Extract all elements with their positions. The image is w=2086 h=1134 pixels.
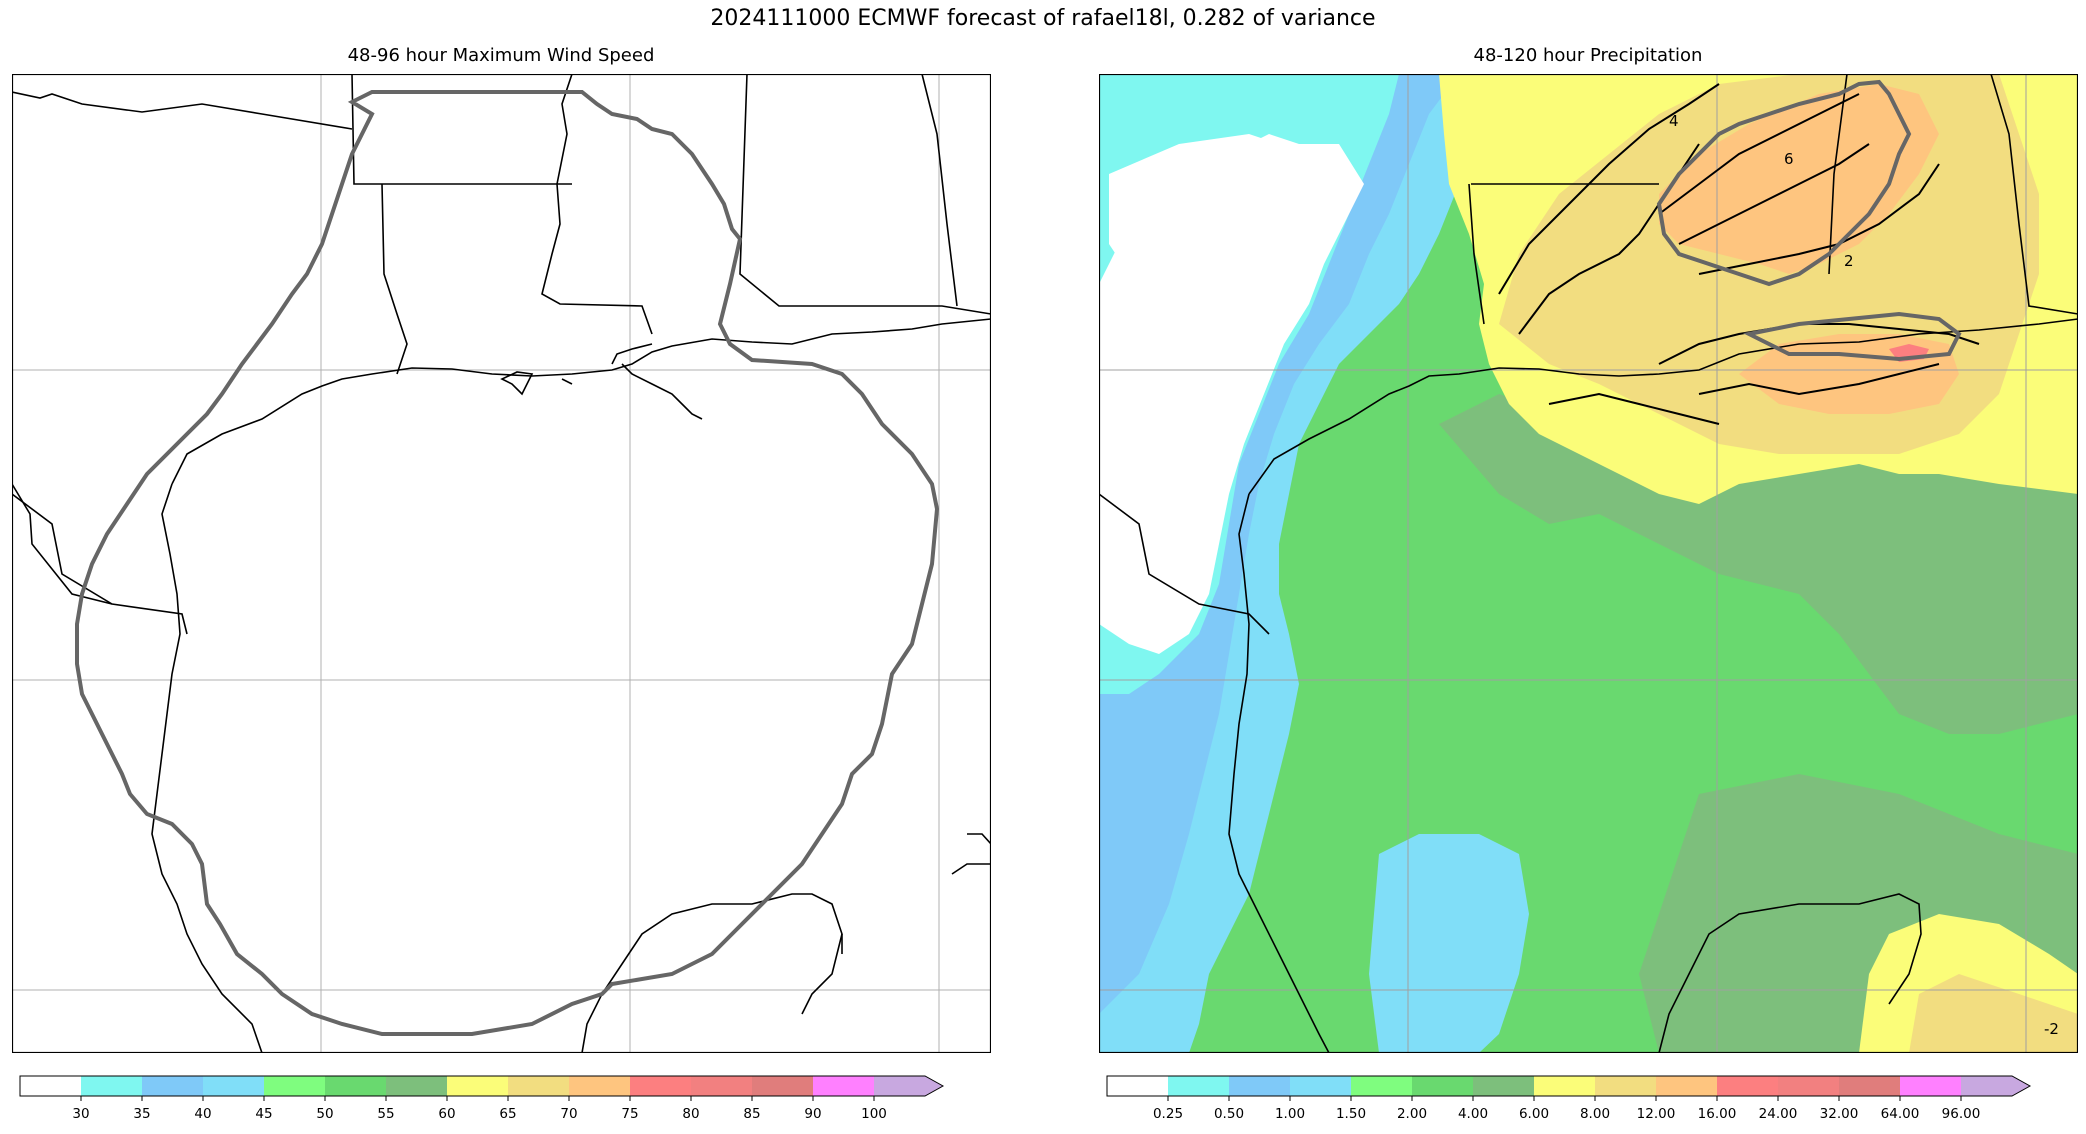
- right-panel-title: 48-120 hour Precipitation: [1473, 45, 1703, 66]
- contour-label-2: 2: [1844, 252, 1854, 270]
- wind-colorbar-tick-label: 85: [743, 1106, 760, 1122]
- precip-band-8-12-lower: [1909, 974, 2078, 1053]
- wind-colorbar-segments: [19, 1075, 945, 1097]
- wind-colorbar-segment: [691, 1076, 752, 1096]
- precip-highlight-contour-south: [1742, 311, 1962, 362]
- wind-colorbar-tick-label: 70: [560, 1106, 577, 1122]
- precip-highlight-contour: [1656, 79, 1912, 287]
- precip-colorbar-tick-label: 6.00: [1519, 1106, 1549, 1122]
- precip-white-upper: [1109, 134, 1329, 284]
- precip-colorbar-segment: [1412, 1076, 1473, 1096]
- precip-colorbar-segment: [1595, 1076, 1656, 1096]
- precip-colorbar-tick-label: 1.50: [1336, 1106, 1366, 1122]
- wind-speed-contour: [75, 90, 940, 1036]
- precip-colorbar-segment: [1351, 1076, 1412, 1096]
- wind-colorbar-tick-label: 65: [499, 1106, 516, 1122]
- wind-colorbar-segment: [813, 1076, 874, 1096]
- contour-label-6: 6: [1784, 150, 1794, 168]
- precip-colorbar-segment: [1839, 1076, 1900, 1096]
- precip-colorbar-segment: [1229, 1076, 1290, 1096]
- precip-colorbar-outline: [1106, 1075, 2032, 1097]
- precip-colorbar-tick-label: 2.00: [1397, 1106, 1427, 1122]
- precip-colorbar-tick-label: 64.00: [1881, 1106, 1920, 1122]
- contour-label-4: 4: [1669, 112, 1679, 130]
- precip-colorbar-tick-label: 1.00: [1275, 1106, 1305, 1122]
- wind-speed-map: [12, 74, 991, 1053]
- wind-colorbar-tick-label: 90: [804, 1106, 821, 1122]
- precip-colorbar-segment: [1717, 1076, 1778, 1096]
- precip-colorbar-tick-label: 8.00: [1580, 1106, 1610, 1122]
- wind-colorbar-segment: [264, 1076, 325, 1096]
- wind-colorbar-segment: [569, 1076, 630, 1096]
- precip-colorbar-segment: [1656, 1076, 1717, 1096]
- precipitation-map: 4 6 2 -2: [1099, 74, 2078, 1053]
- precip-colorbar-tick-label: 32.00: [1820, 1106, 1859, 1122]
- precip-colorbar-tick-label: 24.00: [1759, 1106, 1798, 1122]
- wind-colorbar-tick-label: 80: [682, 1106, 699, 1122]
- precip-band-12-16: [1659, 84, 1939, 274]
- precip-colorbar-segment: [1107, 1076, 1168, 1096]
- precip-colorbar-tick-label: 0.25: [1153, 1106, 1183, 1122]
- precip-map-frame: [1099, 74, 2078, 1053]
- precip-band-4-6: [1439, 394, 2078, 734]
- wind-colorbar-segment: [386, 1076, 447, 1096]
- wind-colorbar-ticks: 30 35 40 45 50 55 60 65 70 75 80 85 90 100: [72, 1096, 887, 1122]
- wind-colorbar-segment: [630, 1076, 691, 1096]
- precip-colorbar-segment: [1290, 1076, 1351, 1096]
- wind-colorbar-outline: [19, 1075, 945, 1097]
- precip-colorbar-segments: [1106, 1075, 2032, 1097]
- wind-map-gridlines: [12, 74, 991, 1053]
- wind-colorbar-tick-label: 40: [194, 1106, 211, 1122]
- precip-colorbar-segment: [1961, 1076, 2030, 1096]
- wind-colorbar-segment: [874, 1076, 943, 1096]
- precip-colorbar-tick-label: 16.00: [1698, 1106, 1737, 1122]
- wind-colorbar-segment: [508, 1076, 569, 1096]
- wind-colorbar-tick-label: 60: [438, 1106, 455, 1122]
- wind-map-frame: [12, 74, 991, 1053]
- wind-colorbar-segment: [203, 1076, 264, 1096]
- precip-colorbar-tick-label: 4.00: [1458, 1106, 1488, 1122]
- wind-colorbar-tick-label: 75: [621, 1106, 638, 1122]
- wind-colorbar-tick-label: 50: [316, 1106, 333, 1122]
- precipitation-colorbar: 0.25 0.50 1.00 1.50 2.00 4.00 6.00 8.00 12.00 16.…: [1106, 1075, 2032, 1122]
- precip-map-coastlines: [1099, 74, 2078, 1053]
- contour-label-minus-2: -2: [2044, 1020, 2059, 1038]
- precip-colorbar-segment: [1778, 1076, 1839, 1096]
- precip-colorbar-segment: [1900, 1076, 1961, 1096]
- wind-colorbar-segment: [447, 1076, 508, 1096]
- figure-title: 2024111000 ECMWF forecast of rafael18l, …: [710, 6, 1376, 31]
- precip-colorbar-tick-label: 96.00: [1942, 1106, 1981, 1122]
- wind-colorbar-segment: [142, 1076, 203, 1096]
- precip-band-1-1.5-gulf: [1369, 834, 1529, 1053]
- precip-colorbar-segment: [1534, 1076, 1595, 1096]
- precip-colorbar-segment: [1168, 1076, 1229, 1096]
- precip-colorbar-ticks: 0.25 0.50 1.00 1.50 2.00 4.00 6.00 8.00 12.00 16.…: [1153, 1096, 1980, 1122]
- wind-colorbar-segment: [81, 1076, 142, 1096]
- wind-map-background: [12, 74, 991, 1053]
- wind-colorbar-segment: [20, 1076, 81, 1096]
- wind-colorbar-tick-label: 55: [377, 1106, 394, 1122]
- wind-colorbar-tick-label: 30: [72, 1106, 89, 1122]
- precip-colorbar-tick-label: 0.50: [1214, 1106, 1244, 1122]
- wind-colorbar-tick-label: 100: [861, 1106, 887, 1122]
- left-panel-title: 48-96 hour Maximum Wind Speed: [347, 45, 655, 66]
- wind-colorbar-segment: [752, 1076, 813, 1096]
- wind-colorbar-segment: [325, 1076, 386, 1096]
- wind-speed-colorbar: 30 35 40 45 50 55 60 65 70 75 80 85 90 100: [19, 1075, 945, 1122]
- precip-colorbar-tick-label: 12.00: [1637, 1106, 1676, 1122]
- wind-colorbar-tick-label: 35: [133, 1106, 150, 1122]
- wind-colorbar-tick-label: 45: [255, 1106, 272, 1122]
- precip-colorbar-segment: [1473, 1076, 1534, 1096]
